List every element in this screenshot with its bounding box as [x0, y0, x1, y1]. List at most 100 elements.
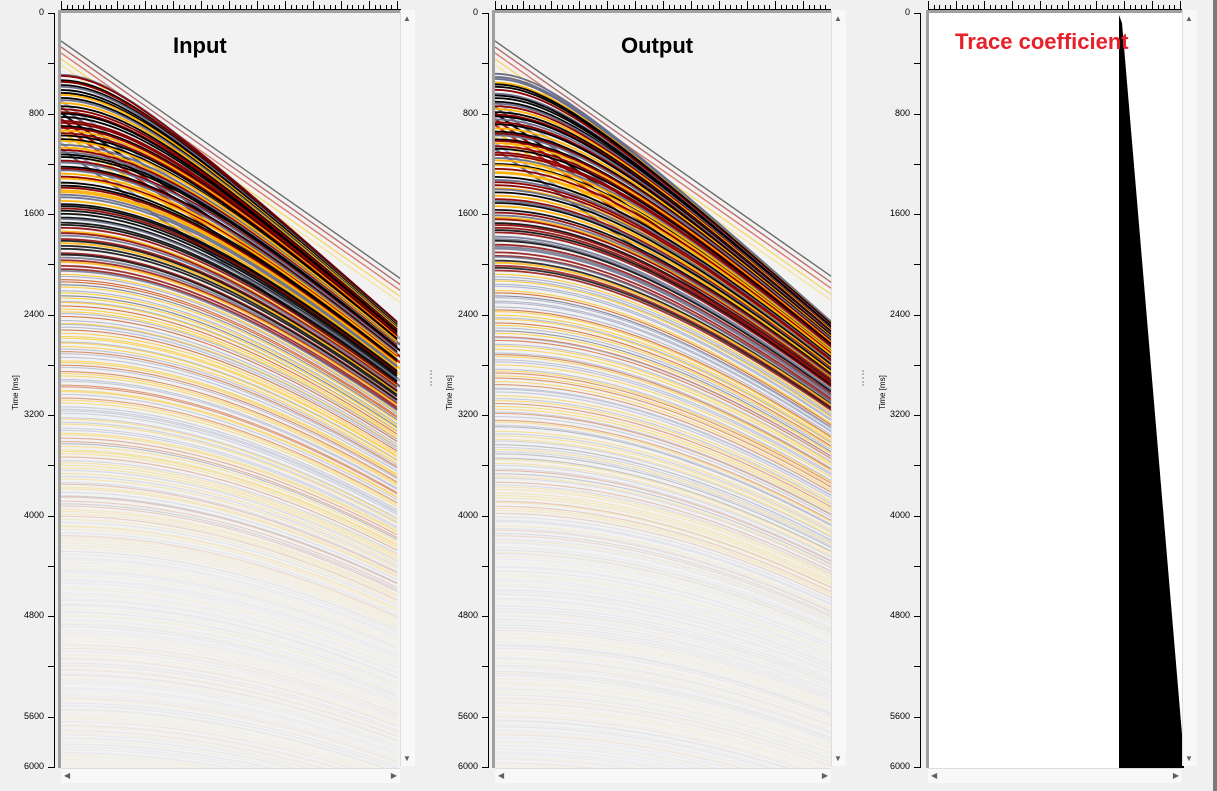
- axis-tick: [48, 264, 55, 265]
- axis-tick: [914, 63, 921, 64]
- vertical-scrollbar[interactable]: ▲ ▼: [1182, 10, 1197, 766]
- splitter-grip[interactable]: [862, 370, 866, 386]
- ruler-tick: [973, 5, 974, 9]
- scroll-up-icon[interactable]: ▲: [1185, 14, 1193, 23]
- ruler-tick: [613, 5, 614, 9]
- axis-tick: [914, 315, 921, 316]
- ruler-tick: [825, 5, 826, 9]
- scroll-right-icon[interactable]: ▶: [1172, 771, 1179, 780]
- scroll-down-icon[interactable]: ▼: [834, 754, 842, 763]
- ruler-tick: [1029, 5, 1030, 9]
- scroll-left-icon[interactable]: ◀: [931, 771, 938, 780]
- axis-tick: [482, 666, 489, 667]
- ruler-tick: [386, 5, 387, 9]
- vertical-scrollbar[interactable]: ▲ ▼: [400, 10, 415, 766]
- ruler-tick: [268, 5, 269, 9]
- ruler-tick: [523, 1, 524, 9]
- ruler-tick: [145, 1, 146, 9]
- window-edge: [1213, 0, 1217, 791]
- axis-tick: [914, 365, 921, 366]
- axis-tick: [482, 767, 489, 768]
- scroll-up-icon[interactable]: ▲: [403, 14, 411, 23]
- axis-tick: [914, 164, 921, 165]
- axis-tick: [48, 767, 55, 768]
- seismic-plot-output[interactable]: Output: [492, 10, 833, 768]
- axis-tick: [48, 465, 55, 466]
- ruler-tick: [1074, 5, 1075, 9]
- axis-tick: [914, 415, 921, 416]
- ruler-tick: [730, 5, 731, 9]
- ruler-tick: [1107, 5, 1108, 9]
- scroll-down-icon[interactable]: ▼: [403, 754, 411, 763]
- axis-tick: [482, 63, 489, 64]
- horizontal-scrollbar[interactable]: ◀ ▶: [928, 768, 1182, 783]
- scroll-right-icon[interactable]: ▶: [390, 771, 397, 780]
- axis-tick: [914, 666, 921, 667]
- scroll-down-icon[interactable]: ▼: [1185, 754, 1193, 763]
- axis-tick: [48, 566, 55, 567]
- splitter-grip[interactable]: [430, 370, 434, 386]
- axis-tick: [482, 315, 489, 316]
- ruler-tick: [1090, 5, 1091, 9]
- scroll-up-icon[interactable]: ▲: [834, 14, 842, 23]
- axis-tick-label: 4000: [457, 510, 478, 520]
- ruler-tick: [279, 5, 280, 9]
- ruler-tick: [607, 1, 608, 9]
- ruler-tick: [685, 5, 686, 9]
- coefficient-plot[interactable]: Trace coefficient: [926, 10, 1184, 768]
- ruler-tick: [263, 5, 264, 9]
- ruler-tick: [67, 5, 68, 9]
- axis-tick: [48, 365, 55, 366]
- ruler-tick: [1012, 1, 1013, 9]
- axis-tick-label: 0: [904, 7, 910, 17]
- ruler-tick: [358, 5, 359, 9]
- ruler-tick: [529, 5, 530, 9]
- ruler-tick: [1113, 5, 1114, 9]
- axis-tick-label: 3200: [457, 409, 478, 419]
- axis-tick: [914, 566, 921, 567]
- ruler-tick: [89, 1, 90, 9]
- ruler-tick: [190, 5, 191, 9]
- ruler-tick: [391, 5, 392, 9]
- axis-tick-label: 3200: [23, 409, 44, 419]
- horizontal-scrollbar[interactable]: ◀ ▶: [61, 768, 400, 783]
- ruler-tick: [967, 5, 968, 9]
- ruler-tick: [1135, 5, 1136, 9]
- axis-tick: [914, 465, 921, 466]
- ruler-tick: [1085, 5, 1086, 9]
- ruler-tick: [1180, 1, 1181, 9]
- ruler-tick: [747, 1, 748, 9]
- scroll-left-icon[interactable]: ◀: [498, 771, 505, 780]
- axis-tick-label: 0: [38, 7, 44, 17]
- ruler-tick: [934, 5, 935, 9]
- ruler-tick: [324, 5, 325, 9]
- panel-title: Output: [621, 33, 694, 58]
- ruler-tick: [691, 1, 692, 9]
- axis-tick-label: 4800: [889, 610, 910, 620]
- ruler-tick: [1141, 5, 1142, 9]
- y-axis-label: Time [ms]: [11, 375, 20, 410]
- ruler-tick: [928, 1, 929, 9]
- ruler-tick: [184, 5, 185, 9]
- ruler-tick: [1174, 5, 1175, 9]
- ruler-tick: [307, 5, 308, 9]
- axis-tick: [48, 63, 55, 64]
- ruler-tick: [562, 5, 563, 9]
- horizontal-scrollbar[interactable]: ◀ ▶: [495, 768, 831, 783]
- ruler-tick: [702, 5, 703, 9]
- axis-tick: [48, 415, 55, 416]
- ruler-tick: [1023, 5, 1024, 9]
- ruler-tick: [78, 5, 79, 9]
- vertical-scrollbar[interactable]: ▲ ▼: [831, 10, 846, 766]
- top-ruler: [495, 0, 831, 10]
- axis-tick: [482, 214, 489, 215]
- ruler-tick: [302, 5, 303, 9]
- y-axis-label: Time [ms]: [878, 375, 887, 410]
- ruler-tick: [590, 5, 591, 9]
- ruler-tick: [274, 5, 275, 9]
- ruler-tick: [61, 1, 62, 9]
- scroll-right-icon[interactable]: ▶: [821, 771, 828, 780]
- ruler-tick: [579, 1, 580, 9]
- scroll-left-icon[interactable]: ◀: [64, 771, 71, 780]
- seismic-plot-input[interactable]: Input: [58, 10, 402, 768]
